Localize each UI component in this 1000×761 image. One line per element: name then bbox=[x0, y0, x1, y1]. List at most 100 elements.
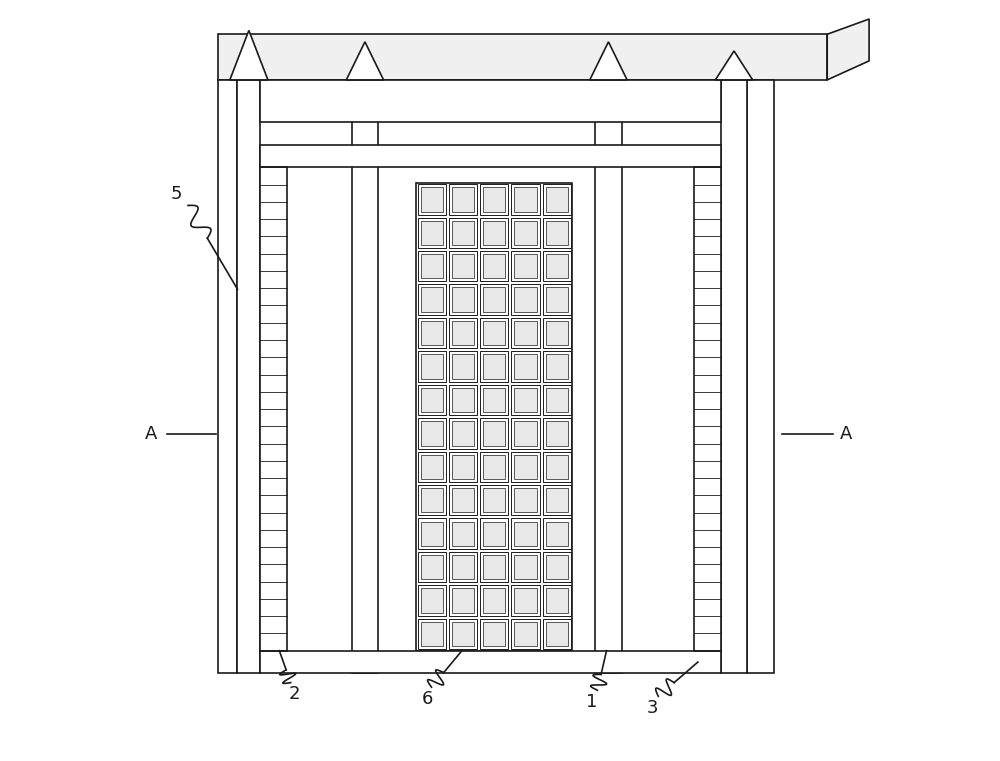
Bar bbox=[421, 388, 443, 412]
Bar bbox=[483, 521, 505, 546]
Bar bbox=[546, 187, 568, 212]
Text: A: A bbox=[145, 425, 158, 443]
Bar bbox=[514, 254, 537, 279]
Bar bbox=[418, 352, 446, 382]
Bar bbox=[514, 454, 537, 479]
Polygon shape bbox=[230, 30, 268, 80]
Bar bbox=[418, 251, 446, 282]
Bar bbox=[452, 521, 474, 546]
Bar bbox=[514, 187, 537, 212]
Bar bbox=[511, 619, 540, 649]
Bar bbox=[260, 145, 721, 167]
Bar bbox=[546, 254, 568, 279]
Bar bbox=[514, 388, 537, 412]
Bar bbox=[546, 388, 568, 412]
Text: 1: 1 bbox=[586, 693, 597, 711]
Bar bbox=[480, 318, 508, 349]
Bar bbox=[449, 285, 477, 315]
Bar bbox=[218, 80, 237, 673]
Bar bbox=[452, 622, 474, 646]
Bar bbox=[480, 451, 508, 482]
Bar bbox=[421, 355, 443, 379]
Bar bbox=[421, 588, 443, 613]
Bar bbox=[449, 385, 477, 416]
Bar bbox=[421, 488, 443, 512]
Bar bbox=[511, 385, 540, 416]
Polygon shape bbox=[827, 19, 869, 80]
Bar bbox=[421, 421, 443, 445]
Bar bbox=[543, 385, 571, 416]
Bar bbox=[452, 388, 474, 412]
Bar bbox=[543, 419, 571, 448]
Text: A: A bbox=[840, 425, 852, 443]
Bar bbox=[449, 485, 477, 515]
Bar bbox=[511, 585, 540, 616]
Polygon shape bbox=[715, 51, 753, 80]
Bar bbox=[747, 80, 774, 673]
Bar bbox=[452, 488, 474, 512]
Bar bbox=[480, 184, 508, 215]
Bar bbox=[543, 552, 571, 582]
Bar bbox=[543, 619, 571, 649]
Bar bbox=[452, 221, 474, 245]
Bar bbox=[483, 254, 505, 279]
Bar bbox=[421, 221, 443, 245]
Bar bbox=[260, 651, 721, 673]
Bar bbox=[483, 555, 505, 579]
Bar bbox=[480, 285, 508, 315]
Bar bbox=[514, 221, 537, 245]
Bar bbox=[483, 454, 505, 479]
Bar bbox=[546, 555, 568, 579]
Bar bbox=[480, 585, 508, 616]
Bar bbox=[483, 421, 505, 445]
Bar bbox=[543, 251, 571, 282]
Bar bbox=[480, 518, 508, 549]
Bar bbox=[546, 421, 568, 445]
Bar bbox=[418, 285, 446, 315]
Bar bbox=[449, 218, 477, 248]
Bar bbox=[483, 588, 505, 613]
Text: 6: 6 bbox=[422, 689, 433, 708]
Bar bbox=[480, 218, 508, 248]
Bar bbox=[483, 288, 505, 312]
Bar bbox=[449, 419, 477, 448]
Bar bbox=[546, 221, 568, 245]
Bar bbox=[449, 619, 477, 649]
Text: 3: 3 bbox=[646, 699, 658, 717]
Bar bbox=[514, 521, 537, 546]
Polygon shape bbox=[590, 42, 627, 80]
Bar bbox=[452, 321, 474, 345]
Bar bbox=[418, 419, 446, 448]
Bar bbox=[511, 552, 540, 582]
Bar bbox=[511, 184, 540, 215]
Bar bbox=[483, 221, 505, 245]
Bar bbox=[449, 585, 477, 616]
Bar bbox=[543, 585, 571, 616]
Bar bbox=[511, 285, 540, 315]
Bar bbox=[418, 518, 446, 549]
Bar bbox=[546, 488, 568, 512]
Bar bbox=[418, 619, 446, 649]
Bar bbox=[421, 254, 443, 279]
Bar bbox=[418, 451, 446, 482]
Bar bbox=[218, 34, 827, 80]
Bar bbox=[543, 485, 571, 515]
Bar bbox=[480, 251, 508, 282]
Bar bbox=[511, 485, 540, 515]
Polygon shape bbox=[346, 42, 384, 80]
Bar bbox=[452, 355, 474, 379]
Bar bbox=[514, 421, 537, 445]
Bar bbox=[511, 419, 540, 448]
Bar bbox=[595, 80, 622, 673]
Bar bbox=[511, 218, 540, 248]
Bar bbox=[480, 619, 508, 649]
Bar bbox=[511, 451, 540, 482]
Bar bbox=[421, 321, 443, 345]
Bar bbox=[721, 80, 747, 673]
Bar bbox=[418, 552, 446, 582]
Bar bbox=[260, 167, 287, 651]
Bar bbox=[546, 321, 568, 345]
Bar bbox=[418, 385, 446, 416]
Bar bbox=[511, 251, 540, 282]
Bar bbox=[546, 622, 568, 646]
